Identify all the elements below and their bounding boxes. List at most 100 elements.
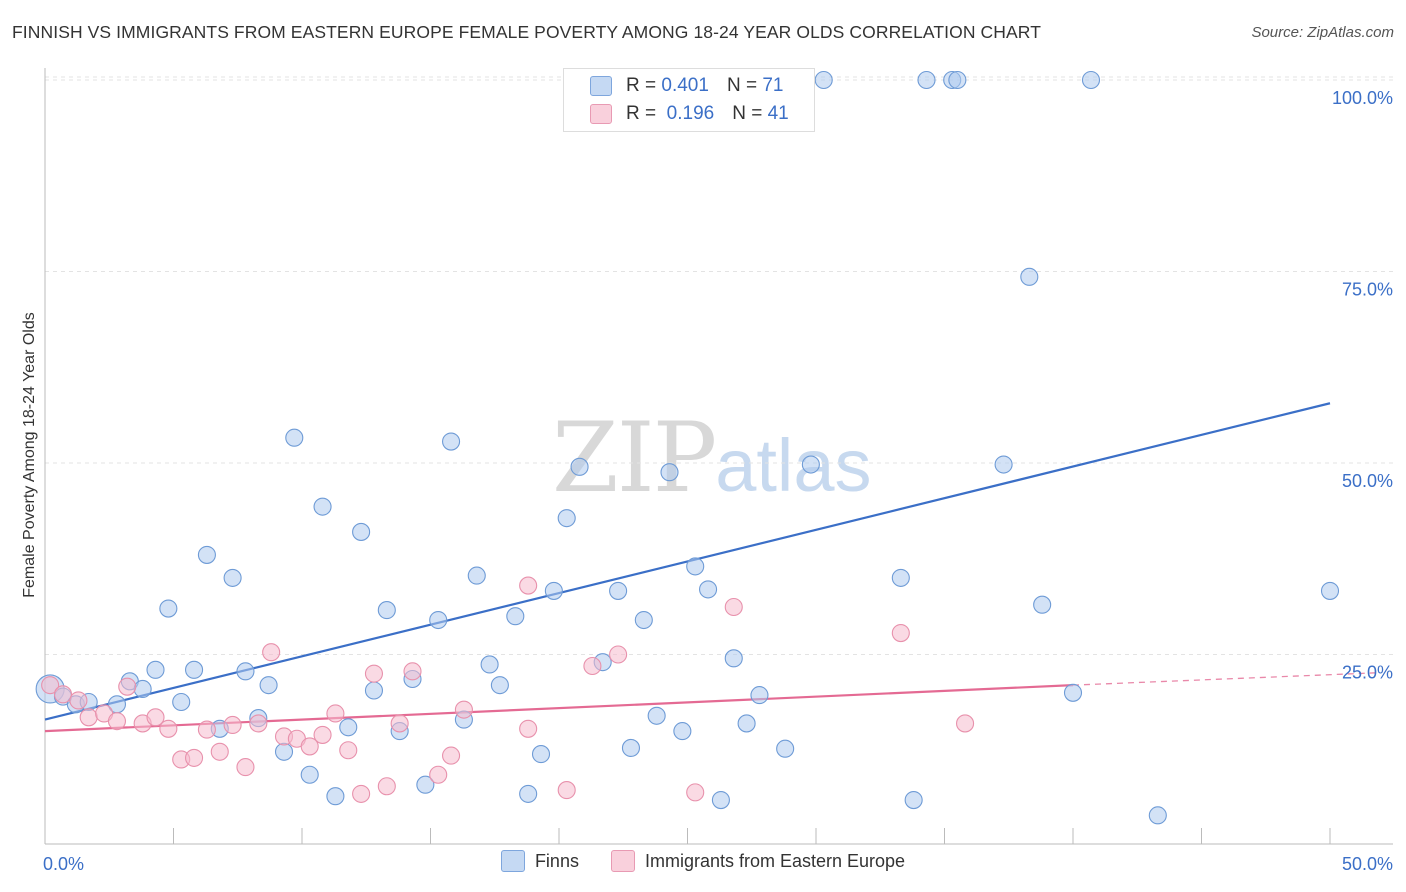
finns-point [480,655,499,674]
finns-point [737,714,756,733]
finns-point [1081,70,1101,90]
finns-point [416,775,435,794]
legend-n-value: 71 [762,75,784,96]
finns-point [544,581,563,600]
immigrants-point [390,714,409,733]
legend-label-finns: Finns [534,850,579,871]
y-tick-label: 75.0% [1342,280,1393,300]
legend-r-value: 0.196 [666,103,715,124]
immigrants-point [118,677,137,696]
finns-point [776,739,795,758]
legend-row-immigrants: R = 0.196 N = 41 [564,100,789,128]
y-tick-label: 50.0% [1342,471,1393,491]
finns-point [801,455,820,474]
legend-swatch-immigrants [610,850,635,872]
finns-point [172,692,191,712]
finns-point [159,599,178,618]
immigrants-point [364,664,384,683]
finns-point [1320,581,1340,600]
finns-point [699,580,718,599]
immigrants-point [107,712,127,731]
immigrants-point [185,748,204,767]
finns-point [634,610,653,630]
finns-point [467,566,486,585]
data-points [35,70,1340,825]
finns-point [917,70,936,90]
finns-point [1063,683,1083,702]
immigrants-point [442,746,461,765]
chart-title: FINNISH VS IMMIGRANTS FROM EASTERN EUROP… [12,22,1042,42]
finns-point [326,787,345,806]
finns-point [259,676,278,695]
finns-point [236,662,255,681]
immigrants-point [197,720,216,739]
finns-point [339,718,358,737]
finns-point [274,742,294,761]
legend-item-finns[interactable]: Finns [500,850,579,872]
immigrants-point [326,704,345,723]
immigrants-point [557,781,576,800]
source-label: Source: ZipAtlas.com [1251,24,1394,41]
legend-r-label: R = [626,103,657,124]
finns-point [223,568,242,587]
legend-n-value: 41 [767,103,789,124]
finns-point [1148,806,1167,825]
legend-n-label: N = [726,75,758,96]
immigrants-point [352,784,371,803]
finns-point [994,455,1013,474]
immigrants-point [53,685,73,704]
legend-item-immigrants[interactable]: Immigrants from Eastern Europe [610,850,906,872]
immigrants-point [41,676,60,695]
immigrants-point [236,758,255,777]
finns-point [519,784,538,803]
trend-lines [44,402,1381,733]
immigrants-point [146,708,165,727]
finns-point [660,463,679,482]
y-tick-label: 25.0% [1342,663,1393,683]
finns-point [904,790,923,810]
legend-label-immigrants: Immigrants from Eastern Europe [644,850,906,871]
immigrants-point [686,783,705,802]
finns-point [185,660,204,679]
immigrants-point [609,645,628,664]
legend-swatch-immigrants [590,104,612,124]
finns-point [429,610,448,630]
finns-point [750,686,769,705]
finns-point [557,509,576,528]
immigrants-point [429,765,448,784]
finns-point [197,545,216,564]
immigrants-point [300,737,319,756]
immigrants-point [339,741,358,760]
immigrants-point [583,656,602,676]
finns-point [352,522,371,541]
finns-point [531,745,551,764]
finns-point [442,432,461,451]
finns-point [647,706,666,725]
immigrants-point [69,691,88,710]
finns-point [1020,267,1039,286]
legend-r-label: R = [626,75,657,96]
finns-point [814,70,833,90]
finns-point [1033,595,1052,614]
legend-n-label: N = [732,103,763,124]
finns-point [300,765,319,784]
immigrants-point [454,700,473,719]
grid-lines [45,76,1393,655]
immigrants-point [403,662,422,681]
immigrants-point [724,597,743,617]
finns-point [285,428,304,447]
axes [44,68,1393,845]
immigrants-point [262,643,281,662]
immigrants-point [223,715,242,735]
finns-point [891,568,910,587]
y-tick-label: 100.0% [1332,88,1393,108]
immigrants-point [313,725,332,744]
y-axis-label: Female Poverty Among 18-24 Year Olds [21,312,38,598]
finns-point [377,601,396,620]
finns-point [490,676,509,695]
legend-swatch-finns [500,850,525,872]
finns-point [570,457,589,476]
finns-point [609,581,628,600]
finns-point [673,722,692,741]
